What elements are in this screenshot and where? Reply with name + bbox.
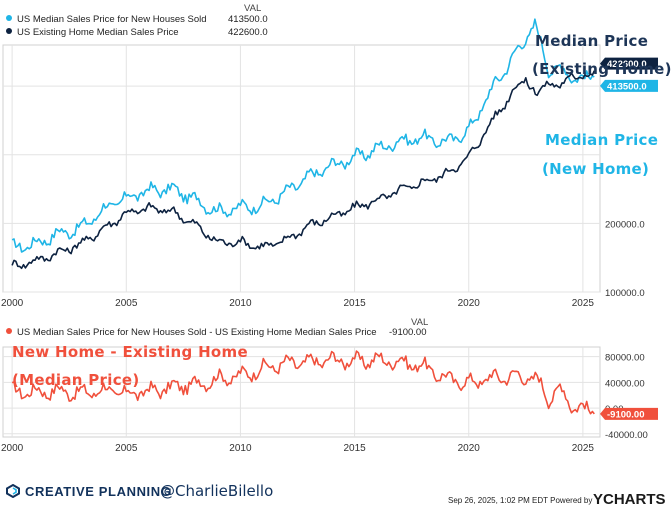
legend-label-spread: US Median Sales Price for New Houses Sol… — [17, 327, 377, 338]
x-tick-label: 2010 — [229, 443, 252, 454]
x-tick-label: 2020 — [458, 443, 481, 454]
creative-planning-mark-icon — [6, 483, 20, 498]
x-tick-label: 2025 — [572, 443, 595, 454]
series-line — [11, 18, 595, 253]
x-tick-label: 2000 — [1, 443, 24, 454]
annotation-new-title: Median Price — [545, 131, 659, 149]
legend-dot-existing — [6, 28, 12, 35]
series-line — [11, 70, 596, 270]
legend-item-new-houses: US Median Sales Price for New Houses Sol… — [6, 14, 268, 25]
bottom-chart: 2000 2005 2010 2015 2020 2025 80000.00 40000.00… — [1, 346, 658, 454]
creative-planning-logo: CREATIVE PLANNING — [6, 483, 172, 500]
y-tick-label: 40000.00 — [605, 378, 645, 389]
twitter-handle[interactable]: @CharlieBilello — [160, 482, 274, 500]
plot-frame — [2, 346, 601, 438]
badge-background — [600, 407, 658, 420]
legend-label-new: US Median Sales Price for New Houses Sol… — [17, 14, 207, 25]
badge-text: 413500.0 — [607, 81, 647, 92]
x-tick-label: 2020 — [458, 298, 481, 309]
legend-dot-new — [6, 15, 12, 22]
badge-text: 422600.0 — [607, 59, 647, 70]
x-tick-label: 2005 — [115, 443, 138, 454]
last-value-badge: -9100.00 — [600, 407, 658, 420]
legend-item-existing: US Existing Home Median Sales Price 4226… — [6, 27, 268, 38]
top-value-header: VAL — [244, 3, 262, 14]
last-value-badge: 413500.0 — [600, 79, 658, 92]
ycharts-logo: YCHARTS — [593, 491, 666, 508]
annotation-existing-sub: (Existing Home) — [532, 60, 671, 78]
x-tick-label: 2005 — [115, 298, 138, 309]
x-tick-label: 2025 — [572, 298, 595, 309]
legend-value-new: 413500.0 — [228, 14, 268, 25]
legend-value-existing: 422600.0 — [228, 27, 268, 38]
badge-background — [600, 79, 658, 92]
y-tick-label: -40000.00 — [605, 430, 648, 441]
legend-item-spread: US Median Sales Price for New Houses Sol… — [6, 327, 427, 338]
x-tick-label: 2010 — [229, 298, 252, 309]
badge-background — [600, 57, 658, 70]
y-tick-label: 200000.0 — [605, 219, 645, 230]
x-tick-label: 2015 — [343, 443, 366, 454]
annotation-spread-sub: (Median Price) — [12, 371, 140, 389]
legend-value-spread: -9100.00 — [389, 327, 427, 338]
x-tick-label: 2015 — [343, 298, 366, 309]
annotation-spread-title: New Home - Existing Home — [12, 343, 248, 361]
legend-dot-spread — [6, 328, 12, 335]
badge-text: -9100.00 — [607, 409, 645, 420]
last-value-badge: 422600.0 — [600, 57, 658, 70]
footer: CREATIVE PLANNING @CharlieBilello Sep 26… — [0, 478, 671, 511]
bottom-value-header: VAL — [411, 317, 429, 328]
brand-name: CREATIVE PLANNING — [25, 484, 172, 499]
x-tick-label: 2000 — [1, 298, 24, 309]
annotation-new-sub: (New Home) — [542, 160, 650, 178]
legend-label-existing: US Existing Home Median Sales Price — [17, 27, 179, 38]
series-line — [11, 350, 595, 415]
top-chart: 2000 2005 2010 2015 2020 2025 100000.0 200000.0… — [1, 18, 658, 309]
y-tick-label: 100000.0 — [605, 288, 645, 299]
y-tick-label: 80000.00 — [605, 353, 645, 364]
timestamp: Sep 26, 2025, 1:02 PM EDT Powered by — [448, 496, 593, 505]
annotation-existing-title: Median Price — [535, 32, 649, 50]
